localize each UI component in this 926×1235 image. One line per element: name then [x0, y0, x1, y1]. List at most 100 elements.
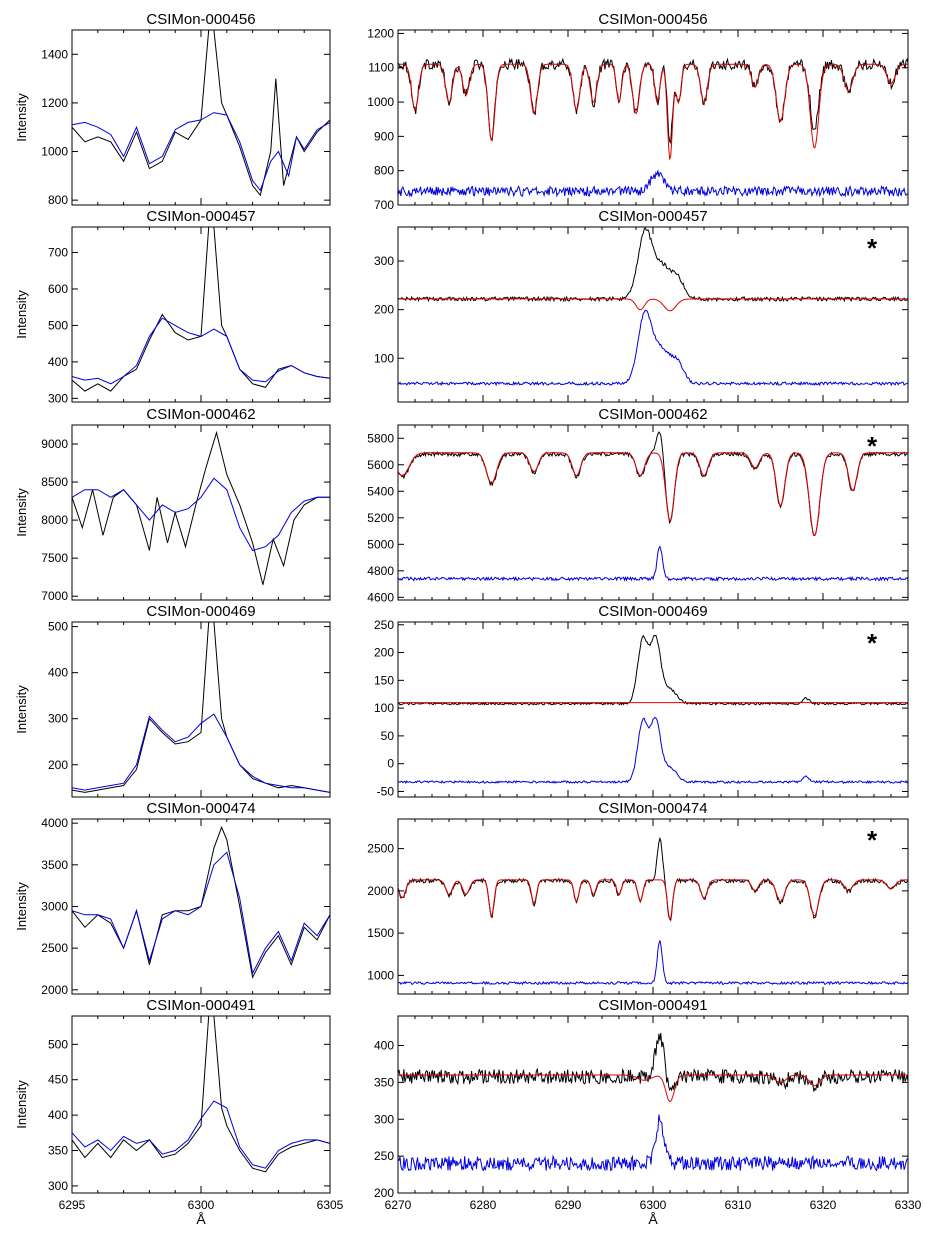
y-tick-label: 300 — [374, 254, 394, 268]
panel-csimon-000462-left: CSIMon-000462 7000 7500 8000 8500 9000 Intensi… — [14, 406, 331, 603]
y-tick-label: 350 — [374, 1075, 394, 1089]
blue-spectrum-line — [72, 851, 330, 975]
y-tick-label: 900 — [374, 129, 394, 143]
y-tick-label: 150 — [374, 673, 394, 687]
y-tick-label: 5000 — [367, 537, 394, 551]
y-tick-label: 1000 — [367, 95, 394, 109]
blue-spectrum-line — [72, 713, 330, 793]
panel-csimon-000474-left: CSIMon-000474 2000 2500 3000 3500 4000 Intensi… — [14, 800, 331, 997]
blue-spectrum-line — [398, 170, 908, 198]
y-tick-label: 7500 — [41, 551, 68, 565]
y-tick-label: 4800 — [367, 564, 394, 578]
y-tick-label: 7000 — [41, 589, 68, 603]
y-tick-label: 1200 — [367, 26, 394, 40]
y-tick-label: 1400 — [41, 47, 68, 61]
star-marker: * — [867, 628, 878, 658]
x-tick-label: 6300 — [640, 1198, 667, 1212]
red-spectrum-line — [398, 879, 908, 921]
y-tick-label: -50 — [377, 784, 395, 798]
plot-frame — [397, 621, 909, 798]
panel-csimon-000491-right: CSIMon-000491 200 250 300 350 400 6270 6280 6290… — [374, 997, 922, 1227]
star-marker: * — [867, 233, 878, 263]
panel-csimon-000491-left: CSIMon-000491 300 350 400 450 500 6295 6300 6305… — [14, 997, 344, 1227]
red-spectrum-line — [398, 452, 908, 537]
y-tick-label: 400 — [48, 666, 68, 680]
panel-csimon-000457-left: CSIMon-000457 300 400 500 600 700 Intensity — [14, 208, 331, 405]
blue-spectrum-line — [72, 317, 330, 385]
y-tick-label: 200 — [48, 758, 68, 772]
red-spectrum-line — [398, 63, 908, 161]
y-axis-label: Intensity — [14, 93, 29, 142]
y-axis-label: Intensity — [14, 882, 29, 931]
y-tick-label: 500 — [48, 318, 68, 332]
y-tick-label: 250 — [374, 1149, 394, 1163]
x-tick-label: 6310 — [725, 1198, 752, 1212]
panel-title: CSIMon-000457 — [146, 208, 255, 225]
star-marker: * — [867, 431, 878, 461]
black-spectrum-line — [72, 825, 330, 979]
x-tick-label: 6295 — [59, 1198, 86, 1212]
y-tick-label: 50 — [381, 729, 395, 743]
y-tick-label: 8500 — [41, 475, 68, 489]
blue-spectrum-line — [398, 309, 908, 387]
y-tick-label: 4000 — [41, 816, 68, 830]
panel-csimon-000474-right: CSIMon-000474 1000 1500 2000 2500 * — [367, 800, 909, 995]
plot-frame — [397, 424, 909, 601]
y-tick-label: 400 — [374, 1039, 394, 1053]
panel-title: CSIMon-000469 — [598, 603, 707, 620]
y-tick-label: 0 — [387, 757, 394, 771]
y-tick-label: 5200 — [367, 511, 394, 525]
y-tick-label: 350 — [48, 1144, 68, 1158]
blue-spectrum-line — [72, 1100, 330, 1169]
x-tick-label: 6330 — [895, 1198, 922, 1212]
y-tick-label: 200 — [374, 646, 394, 660]
black-spectrum-line — [398, 1032, 908, 1092]
y-tick-label: 100 — [374, 351, 394, 365]
black-spectrum-line — [398, 227, 908, 303]
y-tick-label: 4600 — [367, 590, 394, 604]
y-tick-label: 700 — [48, 246, 68, 260]
black-spectrum-line — [398, 57, 908, 144]
panel-title: CSIMon-000491 — [598, 997, 707, 1014]
panel-csimon-000456-left: CSIMon-000456 800 1000 1200 1400 Intensity — [14, 11, 331, 207]
y-tick-label: 300 — [374, 1112, 394, 1126]
y-tick-label: 200 — [374, 1186, 394, 1200]
y-tick-label: 2500 — [367, 842, 394, 856]
plot-frame — [397, 818, 909, 995]
star-marker: * — [867, 825, 878, 855]
panel-title: CSIMon-000469 — [146, 603, 255, 620]
y-tick-label: 800 — [374, 164, 394, 178]
x-tick-label: 6305 — [317, 1198, 344, 1212]
black-spectrum-line — [72, 1016, 330, 1173]
panel-title: CSIMon-000457 — [598, 208, 707, 225]
y-tick-label: 400 — [48, 355, 68, 369]
black-spectrum-line — [398, 836, 908, 922]
red-spectrum-line — [398, 298, 908, 312]
y-tick-label: 1000 — [367, 968, 394, 982]
y-axis-label: Intensity — [14, 1080, 29, 1129]
black-spectrum-line — [72, 622, 330, 793]
black-spectrum-line — [398, 634, 908, 706]
y-tick-label: 2000 — [367, 884, 394, 898]
y-tick-label: 250 — [374, 618, 394, 632]
y-axis-label: Intensity — [14, 685, 29, 734]
plot-frame — [71, 621, 331, 798]
y-axis-label: Intensity — [14, 290, 29, 339]
blue-spectrum-line — [398, 545, 908, 582]
y-tick-label: 800 — [48, 193, 68, 207]
y-tick-label: 200 — [374, 303, 394, 317]
y-tick-label: 400 — [48, 1108, 68, 1122]
y-tick-label: 2500 — [41, 941, 68, 955]
y-tick-label: 300 — [48, 391, 68, 405]
plot-frame — [71, 226, 331, 403]
y-tick-label: 3500 — [41, 858, 68, 872]
panel-title: CSIMon-000456 — [598, 11, 707, 28]
y-tick-label: 600 — [48, 282, 68, 296]
panel-title: CSIMon-000462 — [146, 406, 255, 423]
y-tick-label: 1100 — [368, 61, 394, 75]
x-axis-label: Å — [648, 1211, 658, 1227]
y-tick-label: 500 — [48, 1037, 68, 1051]
black-spectrum-line — [72, 430, 330, 585]
y-tick-label: 500 — [48, 620, 68, 634]
